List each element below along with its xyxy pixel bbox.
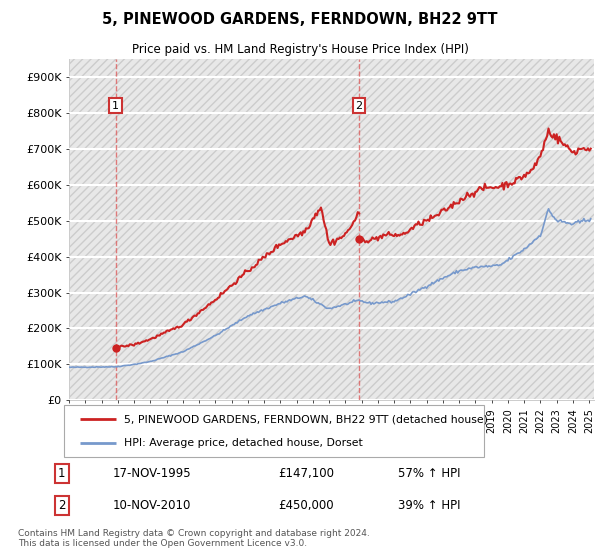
Text: £450,000: £450,000 bbox=[278, 499, 334, 512]
Text: Price paid vs. HM Land Registry's House Price Index (HPI): Price paid vs. HM Land Registry's House … bbox=[131, 43, 469, 56]
Text: 5, PINEWOOD GARDENS, FERNDOWN, BH22 9TT (detached house): 5, PINEWOOD GARDENS, FERNDOWN, BH22 9TT … bbox=[124, 414, 488, 424]
Text: 39% ↑ HPI: 39% ↑ HPI bbox=[398, 499, 461, 512]
Text: 10-NOV-2010: 10-NOV-2010 bbox=[113, 499, 191, 512]
Text: £147,100: £147,100 bbox=[278, 467, 334, 480]
Text: 2: 2 bbox=[356, 101, 362, 110]
Text: 5, PINEWOOD GARDENS, FERNDOWN, BH22 9TT: 5, PINEWOOD GARDENS, FERNDOWN, BH22 9TT bbox=[102, 12, 498, 27]
Text: 17-NOV-1995: 17-NOV-1995 bbox=[113, 467, 192, 480]
Text: Contains HM Land Registry data © Crown copyright and database right 2024.
This d: Contains HM Land Registry data © Crown c… bbox=[18, 529, 370, 548]
Text: 2: 2 bbox=[58, 499, 65, 512]
Text: 57% ↑ HPI: 57% ↑ HPI bbox=[398, 467, 461, 480]
Text: HPI: Average price, detached house, Dorset: HPI: Average price, detached house, Dors… bbox=[124, 438, 363, 449]
Text: 1: 1 bbox=[58, 467, 65, 480]
FancyBboxPatch shape bbox=[64, 405, 484, 457]
Text: 1: 1 bbox=[112, 101, 119, 110]
